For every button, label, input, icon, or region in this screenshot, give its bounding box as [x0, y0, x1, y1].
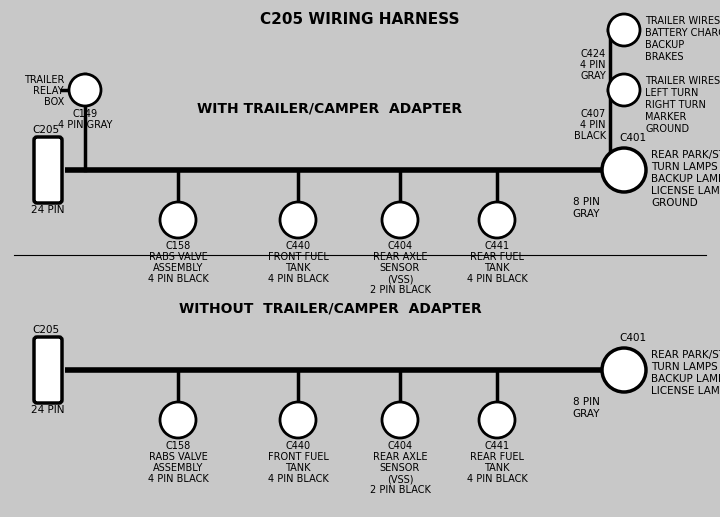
Text: FRONT FUEL: FRONT FUEL	[268, 252, 328, 262]
Text: C158: C158	[166, 241, 191, 251]
Text: RIGHT TURN: RIGHT TURN	[645, 100, 706, 110]
Circle shape	[479, 402, 515, 438]
Text: (VSS): (VSS)	[387, 474, 413, 484]
Circle shape	[160, 402, 196, 438]
Text: TANK: TANK	[285, 463, 311, 473]
FancyBboxPatch shape	[34, 337, 62, 403]
Circle shape	[69, 74, 101, 106]
Text: REAR AXLE: REAR AXLE	[373, 252, 427, 262]
Text: C158: C158	[166, 441, 191, 451]
Text: REAR AXLE: REAR AXLE	[373, 452, 427, 462]
Text: 8 PIN: 8 PIN	[573, 397, 600, 407]
Text: GRAY: GRAY	[572, 409, 600, 419]
Text: SENSOR: SENSOR	[380, 463, 420, 473]
Circle shape	[602, 148, 646, 192]
Text: GROUND: GROUND	[651, 198, 698, 208]
Circle shape	[608, 74, 640, 106]
Circle shape	[382, 402, 418, 438]
Text: C441: C441	[485, 241, 510, 251]
Text: RELAY: RELAY	[34, 86, 64, 96]
Text: MARKER: MARKER	[645, 112, 686, 122]
Text: 4 PIN BLACK: 4 PIN BLACK	[467, 474, 527, 484]
Text: LICENSE LAMPS: LICENSE LAMPS	[651, 186, 720, 196]
Text: 4 PIN BLACK: 4 PIN BLACK	[148, 474, 208, 484]
Text: LICENSE LAMPS: LICENSE LAMPS	[651, 386, 720, 396]
Text: WITHOUT  TRAILER/CAMPER  ADAPTER: WITHOUT TRAILER/CAMPER ADAPTER	[179, 301, 482, 315]
Text: TRAILER WIRES: TRAILER WIRES	[645, 76, 720, 86]
Circle shape	[160, 202, 196, 238]
Text: GRAY: GRAY	[580, 71, 606, 81]
Text: 4 PIN BLACK: 4 PIN BLACK	[467, 274, 527, 284]
Text: REAR PARK/STOP: REAR PARK/STOP	[651, 150, 720, 160]
Text: TANK: TANK	[485, 263, 510, 273]
Text: TANK: TANK	[285, 263, 311, 273]
Text: C404: C404	[387, 441, 413, 451]
Text: 4 PIN: 4 PIN	[580, 120, 606, 130]
Text: 4 PIN BLACK: 4 PIN BLACK	[268, 274, 328, 284]
Text: GRAY: GRAY	[572, 209, 600, 219]
Text: BACKUP LAMPS: BACKUP LAMPS	[651, 174, 720, 184]
Text: C440: C440	[285, 441, 310, 451]
Text: 4 PIN BLACK: 4 PIN BLACK	[268, 474, 328, 484]
Text: 4 PIN: 4 PIN	[580, 60, 606, 70]
Text: 4 PIN GRAY: 4 PIN GRAY	[58, 120, 112, 130]
Text: FRONT FUEL: FRONT FUEL	[268, 452, 328, 462]
Text: RABS VALVE: RABS VALVE	[148, 452, 207, 462]
Text: TURN LAMPS: TURN LAMPS	[651, 162, 718, 172]
Circle shape	[602, 348, 646, 392]
Text: 2 PIN BLACK: 2 PIN BLACK	[369, 485, 431, 495]
Text: RABS VALVE: RABS VALVE	[148, 252, 207, 262]
Text: TURN LAMPS: TURN LAMPS	[651, 362, 718, 372]
Text: GROUND: GROUND	[645, 124, 689, 134]
Text: C440: C440	[285, 241, 310, 251]
Text: C404: C404	[387, 241, 413, 251]
Text: C149: C149	[73, 109, 98, 119]
Text: BOX: BOX	[44, 97, 64, 107]
Circle shape	[280, 202, 316, 238]
Text: BACKUP LAMPS: BACKUP LAMPS	[651, 374, 720, 384]
Text: 8 PIN: 8 PIN	[573, 197, 600, 207]
Text: REAR FUEL: REAR FUEL	[470, 252, 524, 262]
Text: WITH TRAILER/CAMPER  ADAPTER: WITH TRAILER/CAMPER ADAPTER	[197, 101, 462, 115]
Text: LEFT TURN: LEFT TURN	[645, 88, 698, 98]
Text: C401: C401	[619, 333, 646, 343]
Text: C205: C205	[32, 325, 60, 335]
Text: BLACK: BLACK	[574, 131, 606, 141]
Text: BACKUP: BACKUP	[645, 40, 684, 50]
Text: REAR PARK/STOP: REAR PARK/STOP	[651, 350, 720, 360]
Text: TANK: TANK	[485, 463, 510, 473]
Text: 24 PIN: 24 PIN	[31, 205, 65, 215]
Circle shape	[608, 14, 640, 46]
Text: C205 WIRING HARNESS: C205 WIRING HARNESS	[260, 12, 460, 27]
FancyBboxPatch shape	[34, 137, 62, 203]
Circle shape	[479, 202, 515, 238]
Circle shape	[280, 402, 316, 438]
Text: ASSEMBLY: ASSEMBLY	[153, 263, 203, 273]
Text: 24 PIN: 24 PIN	[31, 405, 65, 415]
Text: C401: C401	[619, 133, 646, 143]
Text: C441: C441	[485, 441, 510, 451]
Text: 4 PIN BLACK: 4 PIN BLACK	[148, 274, 208, 284]
Text: BATTERY CHARGE: BATTERY CHARGE	[645, 28, 720, 38]
Text: C407: C407	[581, 109, 606, 119]
Text: (VSS): (VSS)	[387, 274, 413, 284]
Text: SENSOR: SENSOR	[380, 263, 420, 273]
Circle shape	[382, 202, 418, 238]
Text: C205: C205	[32, 125, 60, 135]
Text: TRAILER WIRES: TRAILER WIRES	[645, 16, 720, 26]
Text: 2 PIN BLACK: 2 PIN BLACK	[369, 285, 431, 295]
Text: REAR FUEL: REAR FUEL	[470, 452, 524, 462]
Text: TRAILER: TRAILER	[24, 75, 64, 85]
Text: BRAKES: BRAKES	[645, 52, 683, 62]
Text: C424: C424	[581, 49, 606, 59]
Text: ASSEMBLY: ASSEMBLY	[153, 463, 203, 473]
